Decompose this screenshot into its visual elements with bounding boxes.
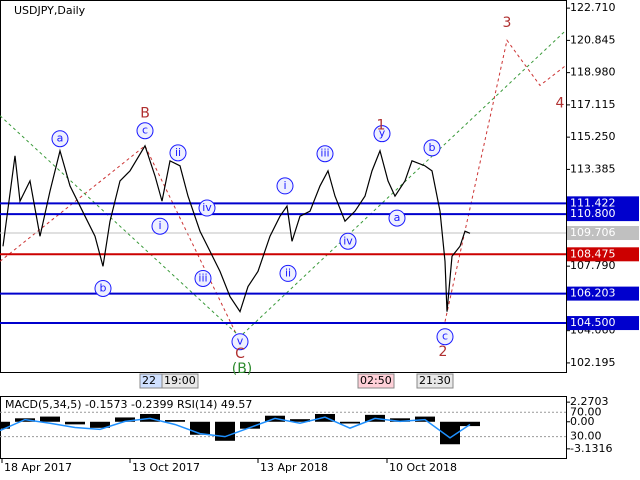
macd-bar — [440, 421, 460, 445]
level-label: 108.475 — [570, 247, 616, 260]
y-tick-label: -3.1316 — [570, 442, 612, 455]
x-tick-label: 10 Oct 2018 — [389, 461, 457, 474]
wave-label: 3 — [503, 15, 512, 31]
wave-circle — [279, 264, 297, 282]
x-tick-label: 13 Oct 2017 — [132, 461, 200, 474]
wave-label: iii — [198, 271, 207, 284]
wave-circle — [423, 139, 441, 157]
wave-circle — [316, 145, 334, 163]
wave-label: iv — [202, 201, 212, 214]
level-label-bg — [567, 247, 639, 262]
macd-bar — [460, 421, 480, 427]
y-tick-label: 117.115 — [570, 98, 616, 111]
level-label: 111.422 — [570, 196, 616, 209]
level-label-bg — [567, 207, 639, 222]
wave-label: v — [237, 335, 244, 348]
wave-label: C — [235, 346, 245, 362]
y-tick-label: 115.250 — [570, 130, 616, 143]
level-label: 104.500 — [570, 316, 616, 329]
wave-label: i — [158, 219, 161, 232]
wave-circle — [194, 269, 212, 287]
wave-circle — [276, 177, 294, 195]
y-tick-label: 2.2703 — [570, 395, 609, 408]
time-marker: 21:30 — [419, 374, 451, 387]
y-tick-label: 107.790 — [570, 259, 616, 272]
wave-circle — [388, 209, 406, 227]
rsi-line — [0, 416, 471, 439]
wave-label: (B) — [232, 361, 253, 377]
macd-bar — [390, 418, 410, 422]
level-label-bg — [567, 226, 639, 241]
wave-circle — [436, 328, 454, 346]
y-tick-label: 120.845 — [570, 33, 616, 46]
wave-label: B — [140, 106, 150, 122]
y2-tick-label: 30.00 — [570, 430, 602, 443]
time-marker: 19:00 — [164, 374, 196, 387]
level-label: 109.706 — [570, 226, 616, 239]
wave-circle — [136, 122, 154, 140]
wave-label: 4 — [556, 96, 565, 112]
macd-bar — [190, 421, 210, 435]
macd-bar — [215, 421, 235, 441]
y-tick-label: 102.195 — [570, 356, 616, 369]
wave-label: a — [394, 211, 401, 224]
wave-label: c — [142, 124, 148, 137]
wave-circle — [94, 279, 112, 297]
wave-label: 2 — [439, 344, 448, 360]
y2-tick-label: 70.00 — [570, 405, 602, 418]
time-marker-bg — [161, 373, 199, 389]
wave-label: y — [379, 127, 386, 140]
macd-bar — [240, 421, 260, 429]
macd-bar — [40, 416, 60, 422]
macd-bar — [115, 417, 135, 422]
wave-circle — [169, 144, 187, 162]
wave-label: 1 — [377, 118, 386, 134]
wave-label: ii — [285, 266, 291, 279]
wave-label: a — [57, 132, 64, 145]
wave-label: c — [442, 330, 448, 343]
wave-label: ii — [175, 146, 181, 159]
time-marker-bg — [416, 373, 454, 389]
wave-circle — [373, 125, 391, 143]
wave-circle — [231, 333, 249, 351]
macd-bar — [90, 421, 110, 428]
time-marker: 02:50 — [360, 374, 392, 387]
x-tick-label: 13 Apr 2018 — [260, 461, 328, 474]
price-line — [2, 144, 471, 314]
indicator-title: MACD(5,34,5) -0.1573 -0.2399 RSI(14) 49.… — [5, 398, 252, 411]
wave-circle — [151, 217, 169, 235]
x-tick-label: 18 Apr 2017 — [4, 461, 72, 474]
level-label: 106.203 — [570, 287, 616, 300]
wave-projection — [444, 39, 567, 322]
macd-bar — [340, 421, 360, 424]
wave-circle — [198, 199, 216, 217]
macd-bar — [0, 421, 10, 429]
wave-circle — [51, 130, 69, 148]
main-frame — [0, 0, 567, 373]
y-tick-label: 118.980 — [570, 66, 616, 79]
macd-bar — [165, 420, 185, 422]
macd-bar — [290, 419, 310, 422]
wave-label: b — [100, 281, 107, 294]
y-tick-label: 113.385 — [570, 162, 616, 175]
level-label-bg — [567, 286, 639, 301]
level-label-bg — [567, 196, 639, 211]
level-label-bg — [567, 316, 639, 331]
wave-label: b — [429, 141, 436, 154]
time-marker: 22 — [142, 374, 156, 387]
time-marker-bg — [357, 373, 395, 389]
wave-label: iv — [343, 234, 353, 247]
chart-title: USDJPY,Daily — [14, 4, 86, 17]
level-label: 110.800 — [570, 207, 616, 220]
wave-label: iii — [320, 147, 329, 160]
wave-circle — [339, 232, 357, 250]
y-tick-label: 0.00 — [570, 415, 595, 428]
macd-bar — [65, 421, 85, 425]
y-tick-label: 122.710 — [570, 1, 616, 14]
wave-label: i — [283, 179, 286, 192]
